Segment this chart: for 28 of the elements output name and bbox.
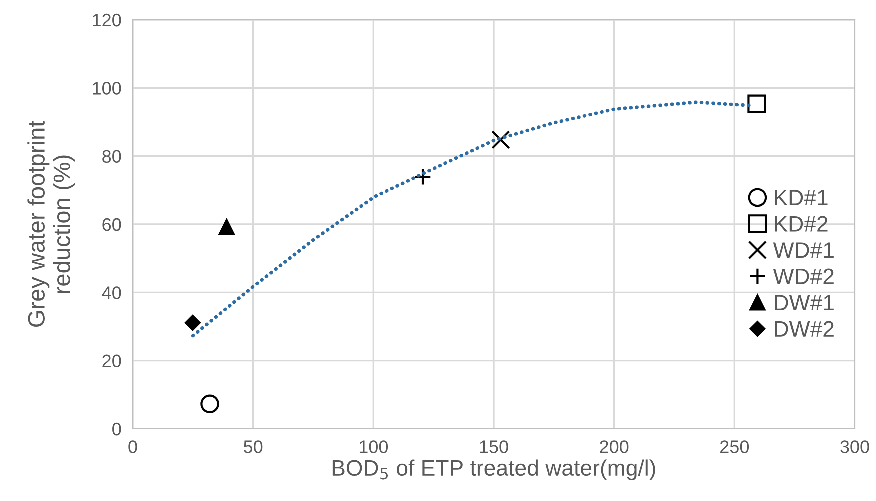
x-tick-label: 150	[480, 440, 508, 454]
x-tick-label: 300	[840, 440, 870, 454]
y-tick-label: 0	[112, 422, 122, 436]
legend-label: DW#2	[775, 321, 834, 337]
legend-label: KD#1	[775, 190, 828, 206]
point	[414, 168, 432, 186]
legend-label: WD#2	[773, 268, 834, 284]
legend-label: KD#2	[775, 216, 828, 232]
point	[200, 394, 220, 414]
y-tick-label: 100	[93, 82, 122, 95]
y-axis-title: Grey water footprint reduction (%)	[28, 121, 76, 327]
x-tick-label: 0	[128, 440, 138, 454]
x-axis-title: BOD$_{5}$ of ETP treated water(mg/l)	[332, 460, 656, 480]
point	[492, 130, 510, 150]
y-tick-label: 60	[102, 218, 122, 232]
x-tick-label: 100	[360, 440, 388, 454]
point	[748, 94, 766, 114]
x-tick-label: 200	[600, 440, 629, 454]
x-tick-label: 250	[720, 440, 750, 454]
point	[218, 219, 235, 236]
y-tick-label: 20	[102, 354, 122, 368]
point	[185, 315, 201, 331]
y-tick-label: 80	[102, 150, 122, 164]
x-tick-label: 50	[244, 440, 263, 454]
y-tick-label: 120	[93, 14, 122, 27]
legend-label: DW#1	[775, 295, 834, 311]
legend-label: WD#1	[773, 242, 834, 258]
y-tick-label: 40	[102, 286, 122, 300]
